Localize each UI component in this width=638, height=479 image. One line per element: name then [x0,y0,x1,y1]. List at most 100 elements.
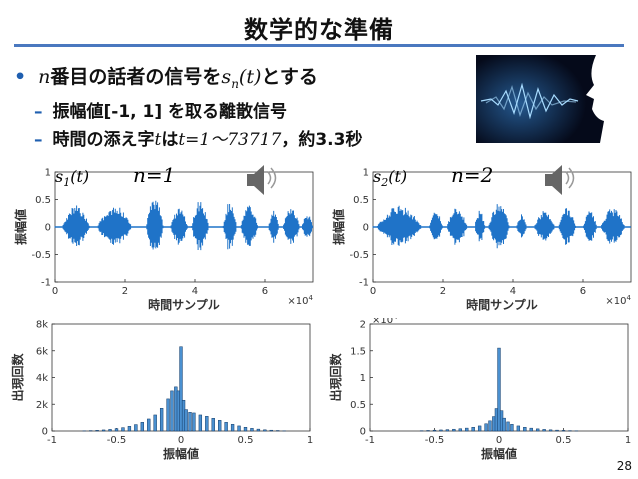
x-tick-label: 1 [625,435,631,446]
histogram-bar [127,426,132,432]
y-tick-label: 8k [36,320,48,331]
y-tick-label: 2k [36,400,48,411]
speaker-icon [545,165,575,195]
bullet-sub-1: – 振幅値[-1, 1] を取る離散信号 [34,97,287,122]
x-tick-label: -0.5 [107,435,127,446]
waveform-plot-1: 0 2 4 6 -1 -0.5 0 0.5 1 時間サンプル 振幅値 ×104 s1(t) n=1 [13,163,314,312]
y-tick-label: 0 [360,427,366,438]
histogram-bar [188,412,192,432]
speaker-body [545,165,562,195]
x-tick-label: 0 [370,286,376,297]
waveform-plot-2: 0 2 4 6 -1 -0.5 0 0.5 1 時間サンプル 振幅値 ×104 s2(t) n=2 [331,163,632,312]
x-tick-label: -1 [365,435,375,446]
x-tick-label: 0 [496,435,502,446]
y-axis-label: 振幅値 [331,209,346,245]
histogram-bar [170,390,174,432]
x-scale-label: ×104 [287,294,313,307]
x-tick-label: 0.5 [556,435,572,446]
histogram-bar [484,423,488,432]
x-axis-label: 振幅値 [481,446,517,461]
x-axis-label: 振幅値 [163,446,199,461]
bullet-dot: • [14,66,27,88]
y-tick-label: 1 [45,168,51,179]
speaker-waves [267,167,277,189]
y-tick-label: -1 [41,278,51,289]
histogram-bar [198,414,203,432]
histogram-bar [263,429,267,432]
x-tick-label: 4 [192,286,198,297]
histogram-bar [523,427,527,432]
y-tick-label: 2 [360,320,366,331]
x-tick-label: 6 [580,286,586,297]
bullet-sub-2-mid: は [161,130,179,150]
bullet-main-after: とする [261,66,318,88]
histogram-bar [269,429,273,432]
histogram-bar [510,424,514,432]
signal-label: s1(t) [55,167,89,189]
histogram-bar [561,430,566,432]
n-label: n=1 [133,163,175,187]
y-tick-label: -0.5 [349,250,369,261]
bullet-dash: – [34,130,43,150]
histogram-bar [516,425,521,432]
y-tick-label: 0 [42,427,48,438]
bullet-sub-2-post: ，約3.3秒 [281,130,363,150]
math-t: t [154,130,162,150]
signal-label: s2(t) [373,167,407,189]
histogram-bar [153,414,157,432]
y-tick-label: 1.5 [350,346,366,357]
histogram-bar [108,429,112,432]
histogram-bar [237,425,241,432]
speaker-waves [565,167,575,189]
x-scale-label: ×104 [605,294,631,307]
math-sub-n: n [231,76,239,91]
histogram-bar [452,428,456,432]
math-t-range: t=1～73717 [178,130,282,150]
histogram-plot-1: -1 -0.5 0 0.5 1 0 2k 4k 6k 8k 振幅値 出現回数 [10,320,313,462]
y-tick-label: 0.5 [350,400,366,411]
histogram-bar [488,420,492,432]
histogram-bar [432,429,437,432]
y-tick-label: 0.5 [35,195,51,206]
slide-title: 数学的な準備 [244,16,394,44]
x-tick-label: 0.5 [238,435,254,446]
y-scale-label: ×104 [372,318,398,326]
histogram-bar [166,398,170,432]
y-tick-label: 0 [363,223,369,234]
speaker-icon [247,165,277,195]
histogram-bar [140,422,144,432]
histogram-bar [114,428,119,432]
x-axis-label: 時間サンプル [466,297,538,312]
y-tick-label: 4k [36,373,48,384]
slide-number: 28 [616,459,632,473]
histogram-bar [529,427,533,432]
x-tick-label: 4 [510,286,516,297]
histogram-bar [555,429,559,432]
x-axis-label: 時間サンプル [148,297,220,312]
histogram-bar [548,429,553,432]
histogram-bar [134,424,138,432]
histogram-bar [445,429,450,432]
histogram-bar [101,429,106,432]
bullet-sub-2: – 時間の添え字tはt=1～73717，約3.3秒 [34,125,362,150]
x-tick-label: 0 [178,435,184,446]
math-n: n [38,66,51,88]
y-axis-label: 振幅値 [13,209,28,245]
x-tick-label: 1 [307,435,313,446]
y-tick-label: -1 [359,278,369,289]
y-axis-label: 出現回数 [10,353,25,402]
y-tick-label: 6k [36,346,48,357]
x-tick-label: 6 [262,286,268,297]
histogram-bar [95,430,99,432]
bullet-dash: – [34,102,43,122]
bullet-main: • n番目の話者の信号をsn(t)とする [14,62,318,91]
histogram-bar [471,427,475,432]
histogram-bar [458,428,462,432]
x-tick-label: 2 [440,286,446,297]
histogram-bar [159,408,164,432]
histogram-bar [192,412,196,432]
y-tick-label: -0.5 [31,250,51,261]
histogram-bar [218,420,222,432]
title-underline [14,44,624,47]
histogram-bar [250,428,254,432]
